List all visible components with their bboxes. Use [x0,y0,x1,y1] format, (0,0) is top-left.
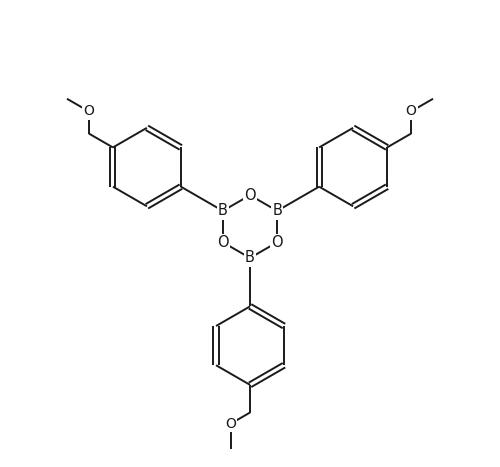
Text: O: O [406,105,416,119]
Text: B: B [218,204,228,219]
Text: B: B [272,204,282,219]
Text: O: O [226,417,236,431]
Text: O: O [217,235,228,250]
Text: O: O [84,105,94,119]
Text: O: O [272,235,283,250]
Text: O: O [244,188,256,203]
Text: B: B [245,250,255,265]
